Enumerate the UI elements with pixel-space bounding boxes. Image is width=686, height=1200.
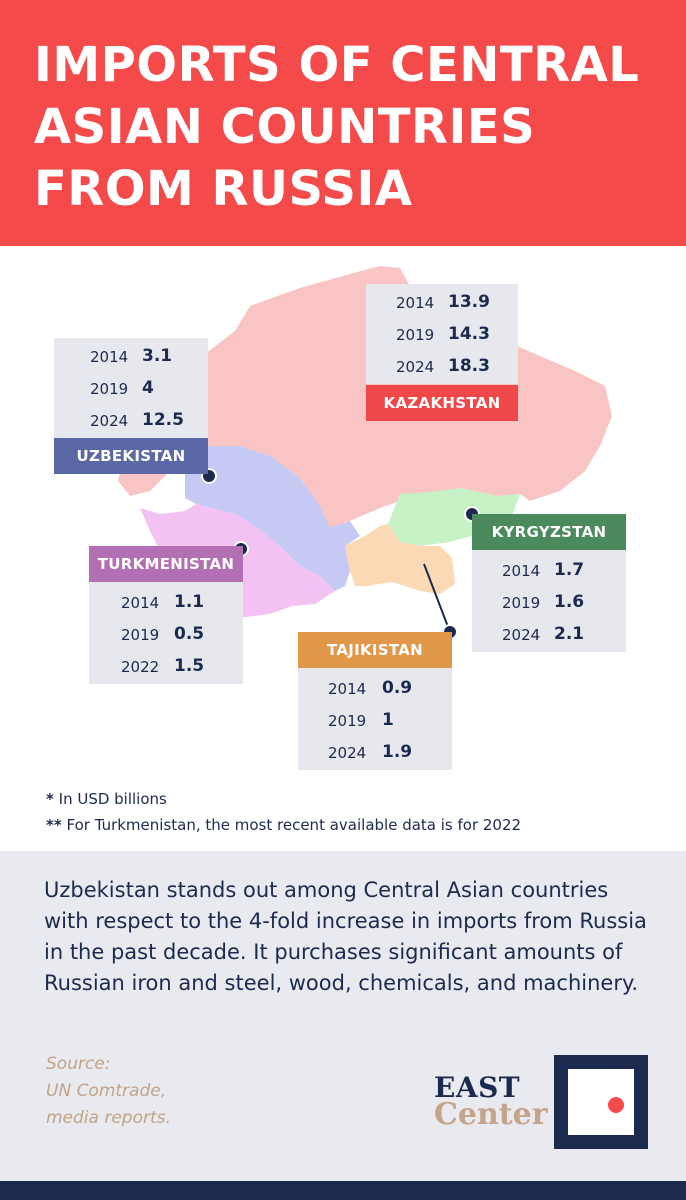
value-label: 14.3 xyxy=(448,324,490,344)
footnote-mark: ** xyxy=(46,816,62,834)
table-row: 2024 12.5 xyxy=(54,404,208,436)
footnote-text: For Turkmenistan, the most recent availa… xyxy=(66,816,522,834)
kazakhstan-label: KAZAKHSTAN xyxy=(366,385,518,421)
table-row: 2024 1.9 xyxy=(298,736,452,768)
year-label: 2019 xyxy=(396,326,435,344)
year-label: 2019 xyxy=(90,380,129,398)
footnote-text: In USD billions xyxy=(58,790,167,808)
turkmenistan-label: TURKMENISTAN xyxy=(89,546,243,582)
summary-text: Uzbekistan stands out among Central Asia… xyxy=(44,878,647,995)
value-label: 1.9 xyxy=(382,742,413,762)
header-banner: IMPORTS OF CENTRAL ASIAN COUNTRIES FROM … xyxy=(0,0,686,246)
kyrgyzstan-label: KYRGYZSTAN xyxy=(472,514,626,550)
table-row: 2014 13.9 xyxy=(366,286,518,318)
logo-word-east: EAST xyxy=(434,1071,521,1104)
value-label: 18.3 xyxy=(448,356,490,376)
map-uzbekistan xyxy=(185,446,360,591)
value-label: 1 xyxy=(382,710,394,730)
tajikistan-table: 2014 0.9 2019 1 2024 1.9 xyxy=(298,668,452,770)
year-label: 2022 xyxy=(121,658,160,676)
value-label: 1.7 xyxy=(554,560,585,580)
page-title: IMPORTS OF CENTRAL ASIAN COUNTRIES FROM … xyxy=(34,37,640,217)
table-row: 2014 1.1 xyxy=(89,586,243,618)
year-label: 2014 xyxy=(502,562,541,580)
value-label: 4 xyxy=(142,378,154,398)
footer-bar xyxy=(0,1181,686,1200)
year-label: 2019 xyxy=(121,626,160,644)
year-label: 2019 xyxy=(328,712,367,730)
footnotes: * In USD billions ** For Turkmenistan, t… xyxy=(46,786,521,838)
uzbekistan-table: 2014 3.1 2019 4 2024 12.5 xyxy=(54,338,208,438)
logo-dot-icon xyxy=(608,1097,624,1113)
value-label: 13.9 xyxy=(448,292,490,312)
year-label: 2024 xyxy=(90,412,129,430)
year-label: 2014 xyxy=(396,294,435,312)
year-label: 2014 xyxy=(328,680,367,698)
table-row: 2019 14.3 xyxy=(366,318,518,350)
turkmenistan-table: 2014 1.1 2019 0.5 2022 1.5 xyxy=(89,582,243,684)
kazakhstan-table: 2014 13.9 2019 14.3 2024 18.3 xyxy=(366,284,518,384)
source-line: UN Comtrade, xyxy=(46,1081,167,1101)
map-tajikistan xyxy=(345,524,455,594)
year-label: 2024 xyxy=(502,626,541,644)
footnote-mark: * xyxy=(46,790,54,808)
value-label: 12.5 xyxy=(142,410,184,430)
table-row: 2019 1 xyxy=(298,704,452,736)
footnote-units: * In USD billions xyxy=(46,786,521,812)
year-label: 2024 xyxy=(328,744,367,762)
logo-word-center: Center xyxy=(434,1097,548,1132)
value-label: 2.1 xyxy=(554,624,585,644)
table-row: 2019 0.5 xyxy=(89,618,243,650)
kyrgyzstan-table: 2014 1.7 2019 1.6 2024 2.1 xyxy=(472,550,626,652)
table-row: 2024 18.3 xyxy=(366,350,518,382)
tajikistan-label: TAJIKISTAN xyxy=(298,632,452,668)
value-label: 3.1 xyxy=(142,346,173,366)
source-heading: Source: xyxy=(46,1054,111,1074)
table-row: 2014 3.1 xyxy=(54,340,208,372)
value-label: 0.9 xyxy=(382,678,413,698)
table-row: 2014 0.9 xyxy=(298,672,452,704)
value-label: 1.6 xyxy=(554,592,585,612)
table-row: 2022 1.5 xyxy=(89,650,243,682)
footnote-turkmenistan: ** For Turkmenistan, the most recent ava… xyxy=(46,812,521,838)
tajikistan-connector xyxy=(423,563,451,633)
year-label: 2024 xyxy=(396,358,435,376)
source-credit: Source: UN Comtrade, media reports. xyxy=(46,1051,171,1132)
year-label: 2014 xyxy=(90,348,129,366)
summary-panel: Uzbekistan stands out among Central Asia… xyxy=(0,851,686,1181)
map-area: 2014 13.9 2019 14.3 2024 18.3 KAZAKHSTAN… xyxy=(0,246,686,806)
map-kyrgyzstan xyxy=(388,488,520,546)
value-label: 1.5 xyxy=(174,656,205,676)
table-row: 2019 4 xyxy=(54,372,208,404)
uzbekistan-label: UZBEKISTAN xyxy=(54,438,208,474)
logo-mark xyxy=(554,1055,648,1149)
value-label: 0.5 xyxy=(174,624,205,644)
table-row: 2019 1.6 xyxy=(472,586,626,618)
year-label: 2014 xyxy=(121,594,160,612)
table-row: 2014 1.7 xyxy=(472,554,626,586)
value-label: 1.1 xyxy=(174,592,205,612)
table-row: 2024 2.1 xyxy=(472,618,626,650)
source-line: media reports. xyxy=(46,1108,171,1128)
year-label: 2019 xyxy=(502,594,541,612)
